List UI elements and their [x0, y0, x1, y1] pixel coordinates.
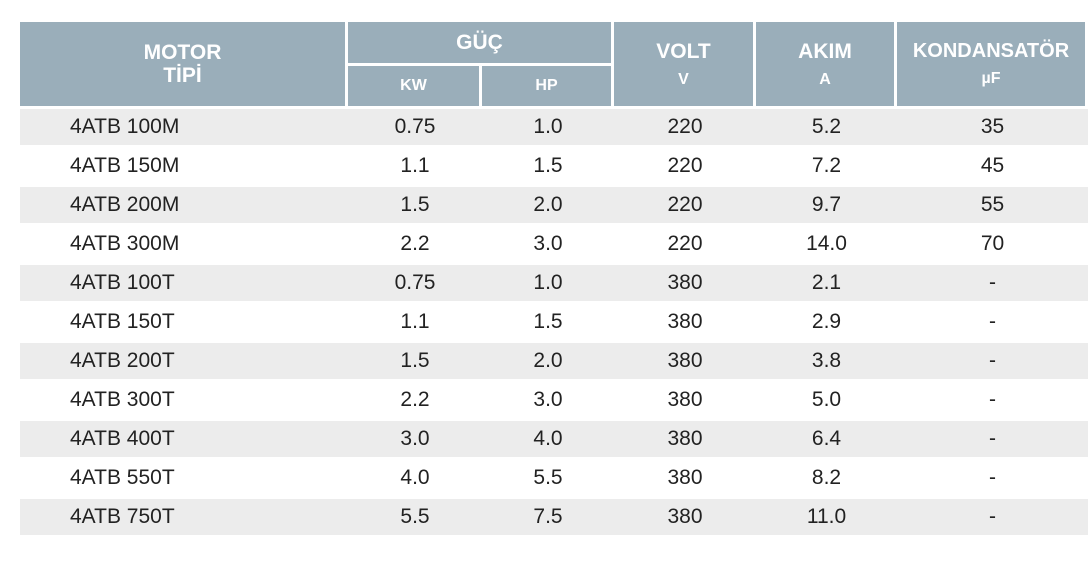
cell-kw: 2.2: [348, 382, 482, 421]
cell-hp: 1.0: [482, 265, 615, 304]
cell-current: 5.0: [756, 382, 898, 421]
cell-hp: 1.0: [482, 109, 615, 148]
cell-motor-type: 4ATB 150T: [20, 304, 348, 343]
cell-volt: 220: [614, 226, 757, 265]
cell-volt: 380: [614, 499, 757, 538]
cell-kw: 1.1: [348, 148, 482, 187]
motor-spec-table: MOTOR TİPİ GÜÇ VOLT V AKIM A KONDANSATÖR…: [20, 22, 1089, 538]
table-row: 4ATB 200T 1.5 2.0 380 3.8-: [20, 343, 1089, 382]
table-body: 4ATB 100M 0.75 1.0 220 5.2 35 4ATB 150M 1.1 1.5 2…: [20, 109, 1089, 538]
table-row: 4ATB 300T 2.2 3.0 380 5.0-: [20, 382, 1089, 421]
table-row: 4ATB 150T 1.1 1.5 380 2.9-: [20, 304, 1089, 343]
header-hp: HP: [482, 66, 615, 109]
cell-hp: 2.0: [482, 187, 615, 226]
header-motor-line1: MOTOR: [143, 41, 222, 64]
cell-motor-type: 4ATB 750T: [20, 499, 348, 538]
table-row: 4ATB 550T 4.0 5.5 380 8.2-: [20, 460, 1089, 499]
cell-kw: 1.5: [348, 343, 482, 382]
cell-hp: 3.0: [482, 382, 615, 421]
cell-volt: 220: [614, 187, 757, 226]
cell-volt: 380: [614, 265, 757, 304]
cell-capacitor: -: [897, 343, 1089, 382]
cell-capacitor: -: [897, 460, 1089, 499]
cell-current: 11.0: [756, 499, 898, 538]
table-row: 4ATB 400T 3.0 4.0 380 6.4-: [20, 421, 1089, 460]
cell-motor-type: 4ATB 150M: [20, 148, 348, 187]
header-capacitor-unit: µF: [981, 70, 1001, 87]
cell-capacitor: 45: [897, 148, 1089, 187]
cell-current: 14.0: [756, 226, 898, 265]
table-row: 4ATB 100T 0.75 1.0 380 2.1-: [20, 265, 1089, 304]
cell-hp: 7.5: [482, 499, 615, 538]
cell-current: 9.7: [756, 187, 898, 226]
header-motor-type: MOTOR TİPİ: [20, 22, 348, 109]
cell-current: 6.4: [756, 421, 898, 460]
cell-hp: 1.5: [482, 304, 615, 343]
cell-kw: 1.1: [348, 304, 482, 343]
table-row: 4ATB 750T 5.5 7.5 380 11.0-: [20, 499, 1089, 538]
cell-capacitor: 55: [897, 187, 1089, 226]
cell-hp: 5.5: [482, 460, 615, 499]
cell-current: 8.2: [756, 460, 898, 499]
cell-current: 7.2: [756, 148, 898, 187]
header-motor-line2: TİPİ: [163, 64, 202, 87]
cell-motor-type: 4ATB 200T: [20, 343, 348, 382]
cell-volt: 380: [614, 382, 757, 421]
cell-motor-type: 4ATB 400T: [20, 421, 348, 460]
cell-volt: 220: [614, 148, 757, 187]
table-header: MOTOR TİPİ GÜÇ VOLT V AKIM A KONDANSATÖR…: [20, 22, 1089, 109]
cell-kw: 2.2: [348, 226, 482, 265]
cell-kw: 0.75: [348, 109, 482, 148]
header-volt: VOLT V: [614, 22, 757, 109]
spec-table-container: MOTOR TİPİ GÜÇ VOLT V AKIM A KONDANSATÖR…: [20, 22, 1089, 538]
cell-hp: 1.5: [482, 148, 615, 187]
header-volt-label: VOLT: [656, 39, 711, 63]
header-volt-unit: V: [678, 70, 689, 88]
header-current: AKIM A: [756, 22, 898, 109]
cell-kw: 5.5: [348, 499, 482, 538]
table-row: 4ATB 200M 1.5 2.0 220 9.7 55: [20, 187, 1089, 226]
cell-capacitor: -: [897, 265, 1089, 304]
cell-volt: 380: [614, 421, 757, 460]
cell-current: 2.1: [756, 265, 898, 304]
cell-volt: 380: [614, 343, 757, 382]
header-power: GÜÇ: [348, 22, 615, 66]
cell-hp: 3.0: [482, 226, 615, 265]
cell-capacitor: -: [897, 421, 1089, 460]
cell-motor-type: 4ATB 300M: [20, 226, 348, 265]
table-row: 4ATB 150M 1.1 1.5 220 7.2 45: [20, 148, 1089, 187]
cell-capacitor: -: [897, 382, 1089, 421]
table-row: 4ATB 100M 0.75 1.0 220 5.2 35: [20, 109, 1089, 148]
cell-motor-type: 4ATB 550T: [20, 460, 348, 499]
header-current-unit: A: [819, 70, 831, 88]
cell-motor-type: 4ATB 200M: [20, 187, 348, 226]
cell-capacitor: 35: [897, 109, 1089, 148]
cell-hp: 4.0: [482, 421, 615, 460]
cell-kw: 1.5: [348, 187, 482, 226]
cell-volt: 380: [614, 304, 757, 343]
cell-motor-type: 4ATB 100T: [20, 265, 348, 304]
cell-kw: 4.0: [348, 460, 482, 499]
cell-current: 3.8: [756, 343, 898, 382]
cell-capacitor: -: [897, 499, 1089, 538]
cell-capacitor: -: [897, 304, 1089, 343]
cell-volt: 220: [614, 109, 757, 148]
cell-kw: 3.0: [348, 421, 482, 460]
cell-motor-type: 4ATB 300T: [20, 382, 348, 421]
cell-current: 5.2: [756, 109, 898, 148]
cell-volt: 380: [614, 460, 757, 499]
header-kw: KW: [348, 66, 482, 109]
cell-kw: 0.75: [348, 265, 482, 304]
table-row: 4ATB 300M 2.2 3.0 220 14.0 70: [20, 226, 1089, 265]
cell-capacitor: 70: [897, 226, 1089, 265]
header-current-label: AKIM: [798, 39, 852, 63]
cell-motor-type: 4ATB 100M: [20, 109, 348, 148]
cell-current: 2.9: [756, 304, 898, 343]
header-capacitor: KONDANSATÖR µF: [897, 22, 1089, 109]
cell-hp: 2.0: [482, 343, 615, 382]
header-capacitor-label: KONDANSATÖR: [912, 40, 1070, 62]
